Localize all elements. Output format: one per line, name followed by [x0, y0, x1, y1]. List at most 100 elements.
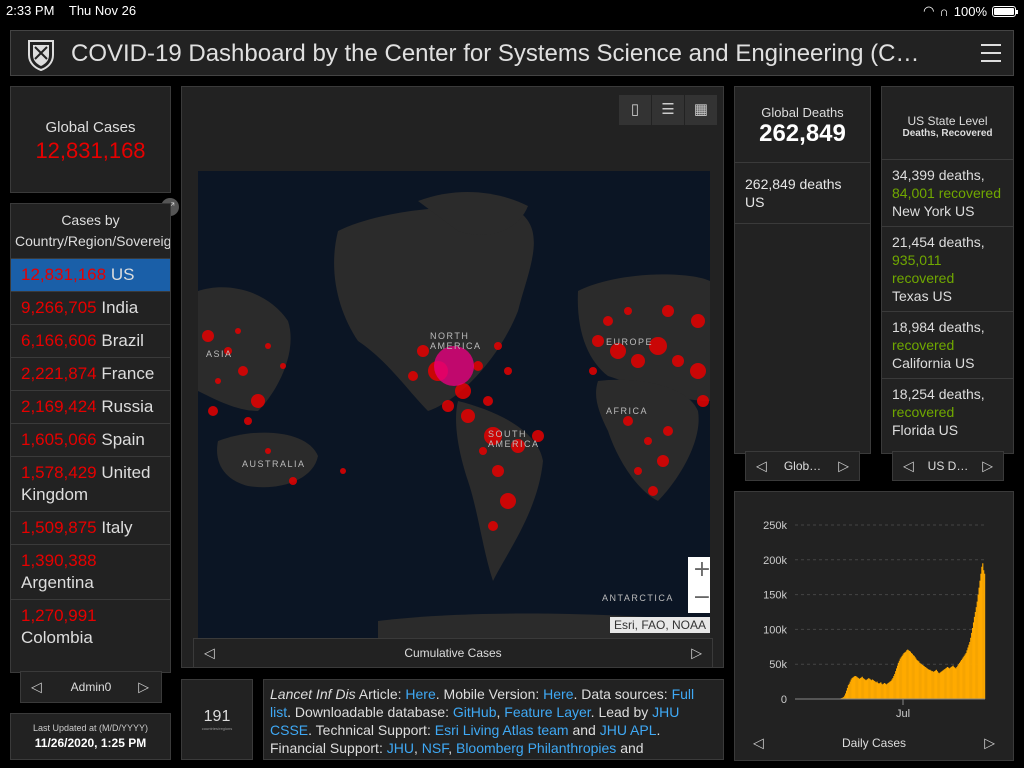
chart-bar — [956, 666, 958, 699]
next-arrow-icon[interactable]: ▷ — [982, 457, 993, 474]
chart-bar — [948, 668, 950, 699]
prev-arrow-icon[interactable]: ◁ — [756, 457, 767, 474]
bookmark-icon[interactable]: ▯ — [619, 95, 651, 125]
chart-bar — [934, 670, 937, 699]
info-text: . Financial Support: — [270, 722, 661, 756]
country-list-item[interactable]: 1,605,066 Spain — [11, 423, 170, 456]
country-name: Spain — [101, 430, 145, 449]
global-cases-value: 12,831,168 — [35, 138, 146, 163]
state-deaths-label: deaths, — [938, 167, 985, 183]
country-list-item[interactable]: 9,266,705 India — [11, 291, 170, 324]
us-state-panel: US State Level Deaths, Recovered 34,399 … — [881, 86, 1014, 454]
chart-bar — [939, 672, 941, 699]
zoom-out-button[interactable]: − — [688, 585, 710, 613]
country-list-item[interactable]: 1,270,991 Colombia — [11, 599, 170, 654]
prev-arrow-icon[interactable]: ◁ — [31, 678, 42, 695]
chart-bar — [889, 681, 891, 699]
info-link[interactable]: JHU — [386, 740, 414, 756]
battery-icon — [992, 5, 1018, 17]
chart-bar — [940, 671, 942, 699]
info-link[interactable]: Here — [405, 686, 436, 702]
chart-bar — [901, 655, 903, 699]
chart-bar — [878, 683, 880, 699]
qr-grid-icon[interactable]: ▦ — [685, 95, 717, 125]
country-name: France — [101, 364, 155, 383]
info-text: . Lead by — [590, 704, 653, 720]
country-list-item[interactable]: 12,831,168 US — [11, 258, 170, 291]
chart-bar — [858, 678, 860, 699]
chart-bar — [915, 658, 917, 699]
chart-bar — [848, 683, 850, 699]
map-tab-pager: ◁ Cumulative Cases ▷ — [193, 638, 713, 668]
next-arrow-icon[interactable]: ▷ — [691, 644, 702, 661]
world-map[interactable]: NORTH AMERICA SOUTH AMERICA EUROPE AFRIC… — [198, 171, 710, 639]
country-list-item[interactable]: 1,578,429 United Kingdom — [11, 456, 170, 511]
chart-bar — [972, 628, 974, 699]
country-case-count: 12,831,168 — [21, 265, 107, 284]
country-name: Colombia — [21, 628, 93, 647]
next-arrow-icon[interactable]: ▷ — [838, 457, 849, 474]
info-link[interactable]: JHU CSSE — [270, 704, 680, 738]
dashboard-header: COVID-19 Dashboard by the Center for Sys… — [10, 30, 1014, 76]
chart-bar — [847, 685, 849, 699]
chart-bar — [911, 653, 913, 699]
country-list-item[interactable]: 1,390,388 Argentina — [11, 544, 170, 599]
chart-bar — [853, 676, 855, 699]
chart-bar — [849, 681, 851, 699]
country-name: Russia — [101, 397, 154, 416]
info-link[interactable]: Feature Layer — [504, 704, 591, 720]
info-link[interactable]: Full list — [270, 686, 695, 720]
chart-bar — [909, 650, 911, 699]
us-state-list-item[interactable]: 18,984 deaths, recovered California US — [882, 311, 1013, 378]
chart-bar — [960, 660, 963, 699]
country-list-item[interactable]: 2,221,874 France — [11, 357, 170, 390]
info-link[interactable]: JHU APL — [599, 722, 657, 738]
info-text: and — [616, 740, 644, 756]
chart-bar — [934, 671, 936, 699]
chart-bar — [887, 682, 889, 699]
info-link[interactable]: Bloomberg Philanthropies — [455, 740, 617, 756]
next-arrow-icon[interactable]: ▷ — [138, 678, 149, 695]
info-link[interactable]: NSF — [421, 740, 449, 756]
chart-bar — [906, 650, 908, 699]
chart-bar — [953, 666, 955, 699]
map-label-asia: ASIA — [206, 349, 233, 359]
prev-arrow-icon[interactable]: ◁ — [753, 734, 764, 751]
map-tab-label[interactable]: Cumulative Cases — [404, 646, 502, 660]
info-link[interactable]: Here — [543, 686, 574, 702]
jhu-shield-logo-icon — [28, 40, 54, 71]
chart-bar — [879, 682, 881, 699]
chart-bar — [863, 678, 865, 699]
country-list-item[interactable]: 2,169,424 Russia — [11, 390, 170, 423]
chart-bar — [864, 679, 866, 699]
next-arrow-icon[interactable]: ▷ — [984, 734, 995, 751]
chart-bar — [937, 672, 939, 699]
country-list-item[interactable]: 6,166,606 Brazil — [11, 324, 170, 357]
state-place: California US — [892, 355, 975, 371]
country-list-item[interactable]: 1,509,875 Italy — [11, 511, 170, 544]
us-state-list-item[interactable]: 34,399 deaths, 84,001 recovered New York … — [882, 159, 1013, 226]
last-updated-panel: Last Updated at (M/D/YYYY) 11/26/2020, 1… — [10, 713, 171, 760]
prev-arrow-icon[interactable]: ◁ — [903, 457, 914, 474]
chart-bar — [922, 665, 925, 699]
chart-bar — [972, 622, 975, 699]
chart-bar — [919, 662, 921, 699]
prev-arrow-icon[interactable]: ◁ — [204, 644, 215, 661]
chart-bar — [954, 667, 956, 699]
chart-bar — [881, 683, 883, 699]
status-date: Thu Nov 26 — [68, 3, 137, 18]
hamburger-menu-icon[interactable] — [981, 44, 1001, 68]
list-icon[interactable]: ☰ — [652, 95, 684, 125]
info-link[interactable]: Esri Living Atlas team — [434, 722, 569, 738]
us-state-list-item[interactable]: 21,454 deaths, 935,011 recovered Texas US — [882, 226, 1013, 311]
state-deaths: 18,984 — [892, 319, 935, 335]
us-state-list-item[interactable]: 18,254 deaths, recovered Florida US — [882, 378, 1013, 445]
info-link[interactable]: GitHub — [452, 704, 497, 720]
deaths-pager: ◁ Glob… ▷ — [745, 451, 860, 481]
daily-cases-chart[interactable]: 0 50k 100k 150k 200k 250k Jul — [735, 492, 1015, 762]
chart-bar — [910, 653, 912, 699]
zoom-in-button[interactable]: + — [688, 557, 710, 585]
chart-bar — [983, 570, 985, 699]
state-deaths-label: deaths, — [938, 386, 985, 402]
chart-pager-label[interactable]: Daily Cases — [841, 736, 907, 750]
